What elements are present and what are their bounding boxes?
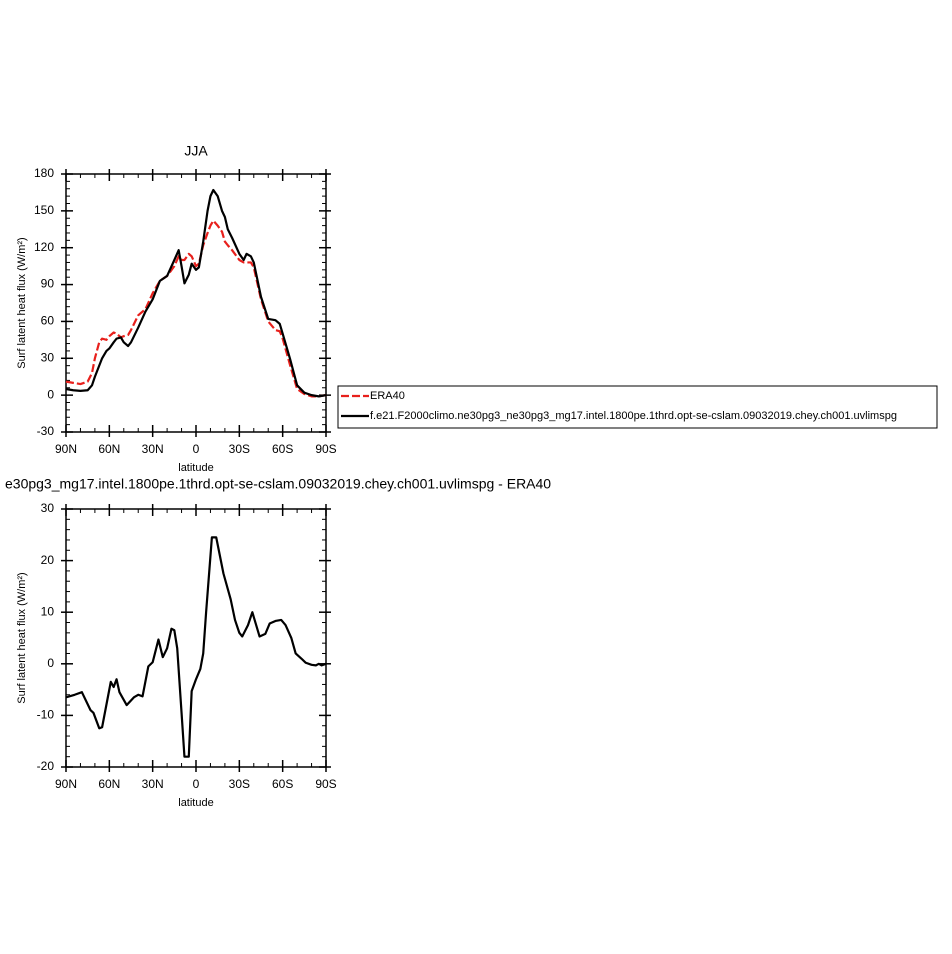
x-tick-label: 90N (55, 442, 77, 456)
x-tick-label: 0 (193, 777, 200, 791)
x-tick-label: 60N (98, 442, 120, 456)
data-line (65, 536, 327, 758)
y-tick-label: -10 (37, 708, 55, 722)
y-tick-label: 180 (34, 166, 54, 180)
plot-frame (65, 173, 327, 433)
x-tick-label: 90S (315, 777, 336, 791)
chart-title: JJA (184, 143, 208, 159)
data-line (65, 219, 327, 398)
y-tick-label: 60 (41, 314, 55, 328)
chart-title: e30pg3_mg17.intel.1800pe.1thrd.opt-se-cs… (5, 476, 551, 492)
legend-label: f.e21.F2000climo.ne30pg3_ne30pg3_mg17.in… (370, 410, 897, 422)
legend-box (337, 385, 938, 429)
y-tick-label: 90 (41, 277, 55, 291)
y-axis-label: Surf latent heat flux (W/m²) (16, 237, 28, 368)
y-axis-label: Surf latent heat flux (W/m²) (16, 572, 28, 703)
y-tick-label: 150 (34, 203, 54, 217)
x-tick-label: 30S (229, 442, 250, 456)
y-tick-label: 30 (41, 501, 55, 515)
x-tick-label: 60S (272, 777, 293, 791)
y-tick-label: 20 (41, 553, 55, 567)
y-tick-label: 30 (41, 350, 55, 364)
y-tick-label: -30 (37, 424, 55, 438)
x-tick-label: 60N (98, 777, 120, 791)
y-tick-label: 120 (34, 240, 54, 254)
x-tick-label: 90N (55, 777, 77, 791)
y-tick-label: 0 (47, 656, 54, 670)
data-line (65, 188, 327, 398)
x-tick-label: 30N (142, 777, 164, 791)
y-tick-label: 0 (47, 387, 54, 401)
x-tick-label: 0 (193, 442, 200, 456)
x-axis-label: latitude (178, 462, 213, 474)
x-axis-label: latitude (178, 797, 213, 809)
x-tick-label: 30S (229, 777, 250, 791)
x-tick-label: 90S (315, 442, 336, 456)
y-tick-label: -20 (37, 759, 55, 773)
x-tick-label: 30N (142, 442, 164, 456)
y-tick-label: 10 (41, 604, 55, 618)
plot-frame (65, 508, 327, 768)
x-tick-label: 60S (272, 442, 293, 456)
legend-label: ERA40 (370, 390, 405, 402)
